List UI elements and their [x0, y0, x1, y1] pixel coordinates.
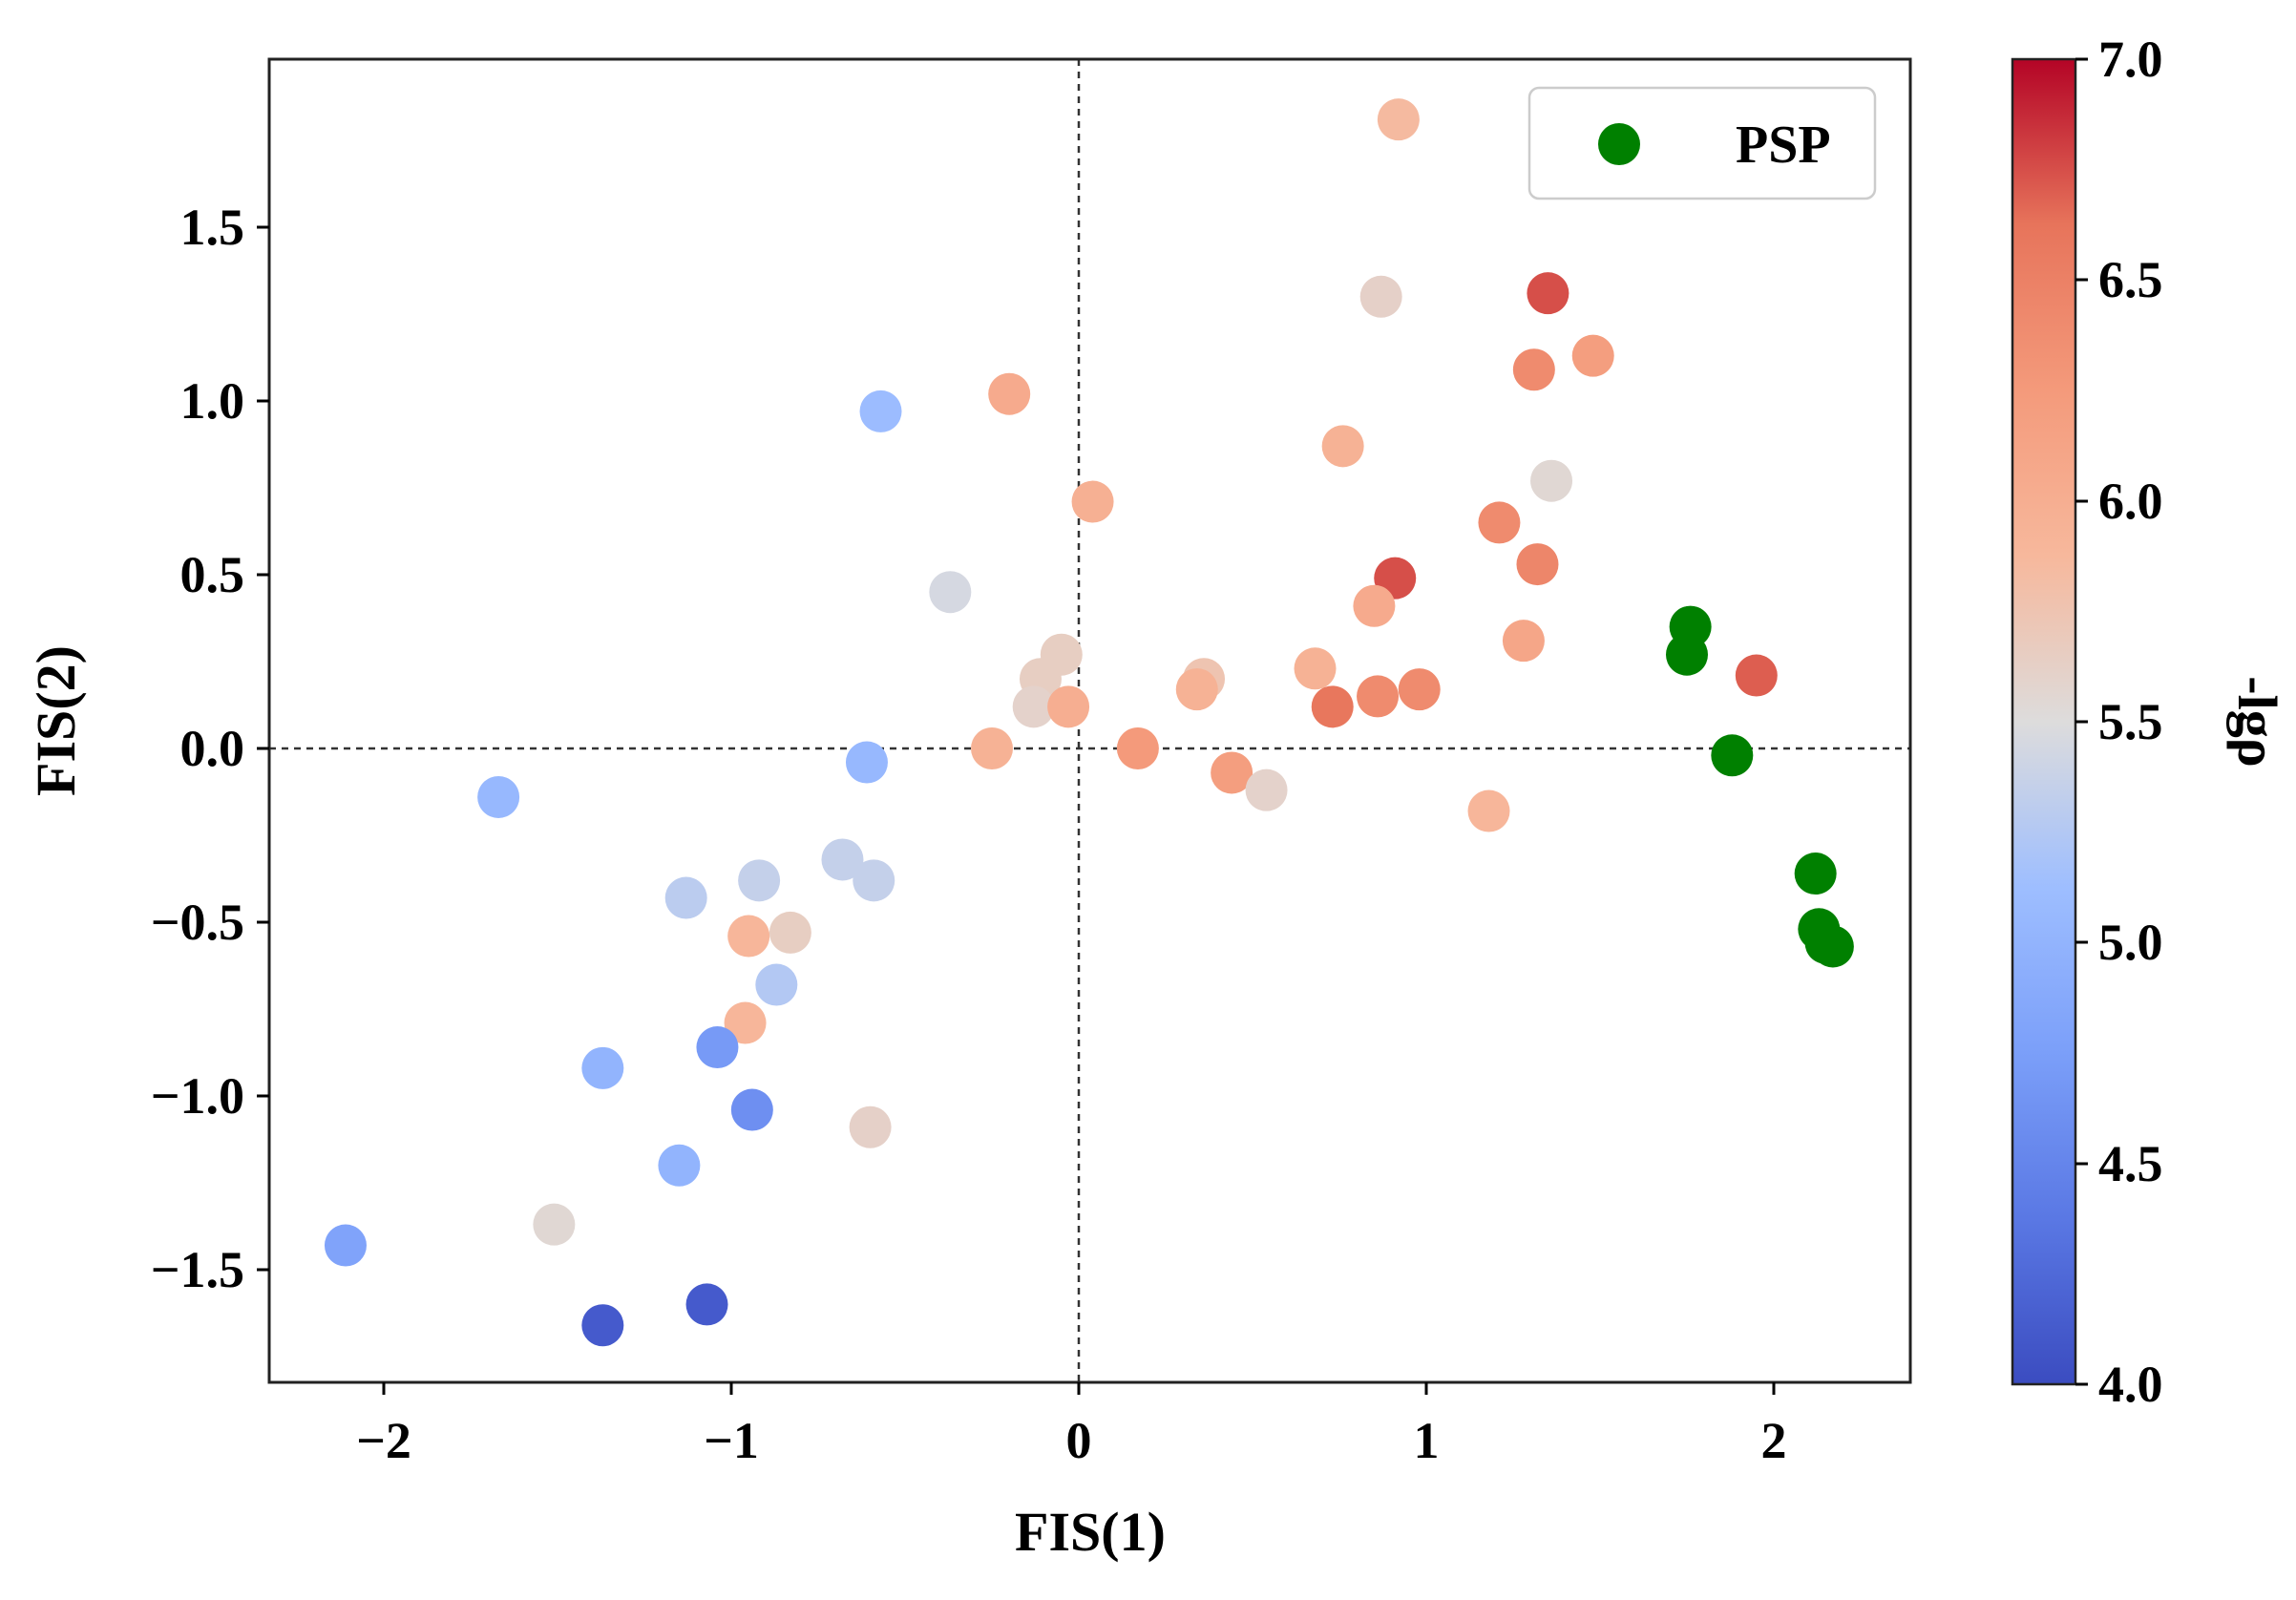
x-axis: −2 −1 0 1 2 FIS(1) [356, 1382, 1787, 1563]
data-point [1071, 480, 1114, 523]
data-point [1359, 275, 1402, 318]
colorbar-tick-label: 7.0 [2098, 31, 2163, 88]
data-point [1571, 334, 1614, 377]
data-point [324, 1224, 367, 1267]
x-tick-label: −1 [704, 1412, 759, 1469]
x-tick-label: 1 [1414, 1412, 1440, 1469]
y-axis-title: FIS(2) [25, 645, 87, 796]
colorbar-gradient [2011, 57, 2077, 1386]
data-point [1357, 675, 1400, 718]
data-point [477, 775, 520, 818]
data-point [730, 1088, 773, 1131]
data-point [1377, 98, 1420, 141]
y-tick-label: 1.5 [180, 199, 245, 256]
data-point [664, 876, 707, 919]
data-point [1321, 425, 1364, 468]
data-point [533, 1203, 576, 1246]
data-point [1516, 543, 1559, 586]
data-point [1502, 620, 1545, 663]
x-tick-label: −2 [356, 1412, 411, 1469]
legend-label-psp: PSP [1736, 116, 1831, 175]
data-point [1047, 685, 1090, 728]
data-point [821, 838, 864, 881]
data-point [971, 727, 1013, 769]
data-points [324, 98, 1854, 1347]
data-point [581, 1304, 624, 1347]
plot-frame [267, 57, 1912, 1384]
colorbar-title: -lgρ [2226, 676, 2288, 767]
x-tick-label: 0 [1066, 1412, 1092, 1469]
legend-marker-psp [1598, 123, 1640, 165]
psp-point [1811, 925, 1854, 968]
data-point [696, 1026, 739, 1069]
plot-area [269, 59, 1910, 1382]
data-point [1735, 654, 1778, 697]
colorbar-tick-label: 4.0 [2098, 1356, 2163, 1413]
data-point [1398, 668, 1441, 711]
data-point [658, 1144, 701, 1187]
data-point [755, 963, 798, 1006]
x-tick-label: 2 [1761, 1412, 1787, 1469]
legend: PSP [1527, 86, 1877, 200]
y-tick-label: 0.5 [180, 546, 245, 603]
data-point [1478, 501, 1521, 544]
colorbar-tick-label: 5.0 [2098, 914, 2163, 971]
data-point [1353, 584, 1396, 627]
psp-point [1794, 853, 1837, 895]
data-point [769, 911, 811, 954]
data-point [1245, 768, 1288, 811]
y-tick-label: −1.5 [151, 1241, 244, 1298]
y-tick-label: −0.5 [151, 894, 244, 951]
data-point [1527, 272, 1569, 315]
data-point [845, 741, 888, 784]
y-tick-label: 0.0 [180, 720, 245, 777]
data-point [859, 389, 902, 432]
x-axis-title: FIS(1) [1015, 1501, 1166, 1563]
data-point [988, 372, 1031, 415]
data-point [853, 859, 895, 902]
data-point [738, 859, 781, 902]
data-point [1311, 685, 1354, 728]
data-point [1175, 668, 1218, 711]
data-point [1294, 647, 1337, 690]
data-point [849, 1105, 892, 1148]
psp-point [1711, 734, 1754, 777]
legend-box [1527, 86, 1877, 200]
y-axis: −1.5 −1.0 −0.5 0.0 0.5 1.0 1.5 FIS(2) [25, 199, 269, 1298]
y-tick-label: −1.0 [151, 1067, 244, 1125]
colorbar-tick-label: 4.5 [2098, 1135, 2163, 1192]
colorbar: 4.0 4.5 5.0 5.5 6.0 6.5 7.0 -lgρ [2011, 31, 2288, 1413]
data-point [929, 571, 972, 614]
data-point [724, 1001, 767, 1044]
data-point [685, 1283, 728, 1326]
y-tick-label: 1.0 [180, 372, 245, 430]
data-point [1211, 751, 1253, 794]
colorbar-tick-label: 5.5 [2098, 693, 2163, 750]
data-point [1012, 685, 1055, 728]
data-point [1512, 348, 1555, 391]
colorbar-tick-label: 6.5 [2098, 251, 2163, 308]
data-point [1116, 727, 1159, 769]
data-point [727, 915, 770, 958]
data-point [1467, 789, 1510, 832]
data-point [581, 1046, 624, 1089]
data-point [1530, 459, 1573, 502]
colorbar-tick-label: 6.0 [2098, 473, 2163, 530]
psp-point [1666, 633, 1708, 676]
